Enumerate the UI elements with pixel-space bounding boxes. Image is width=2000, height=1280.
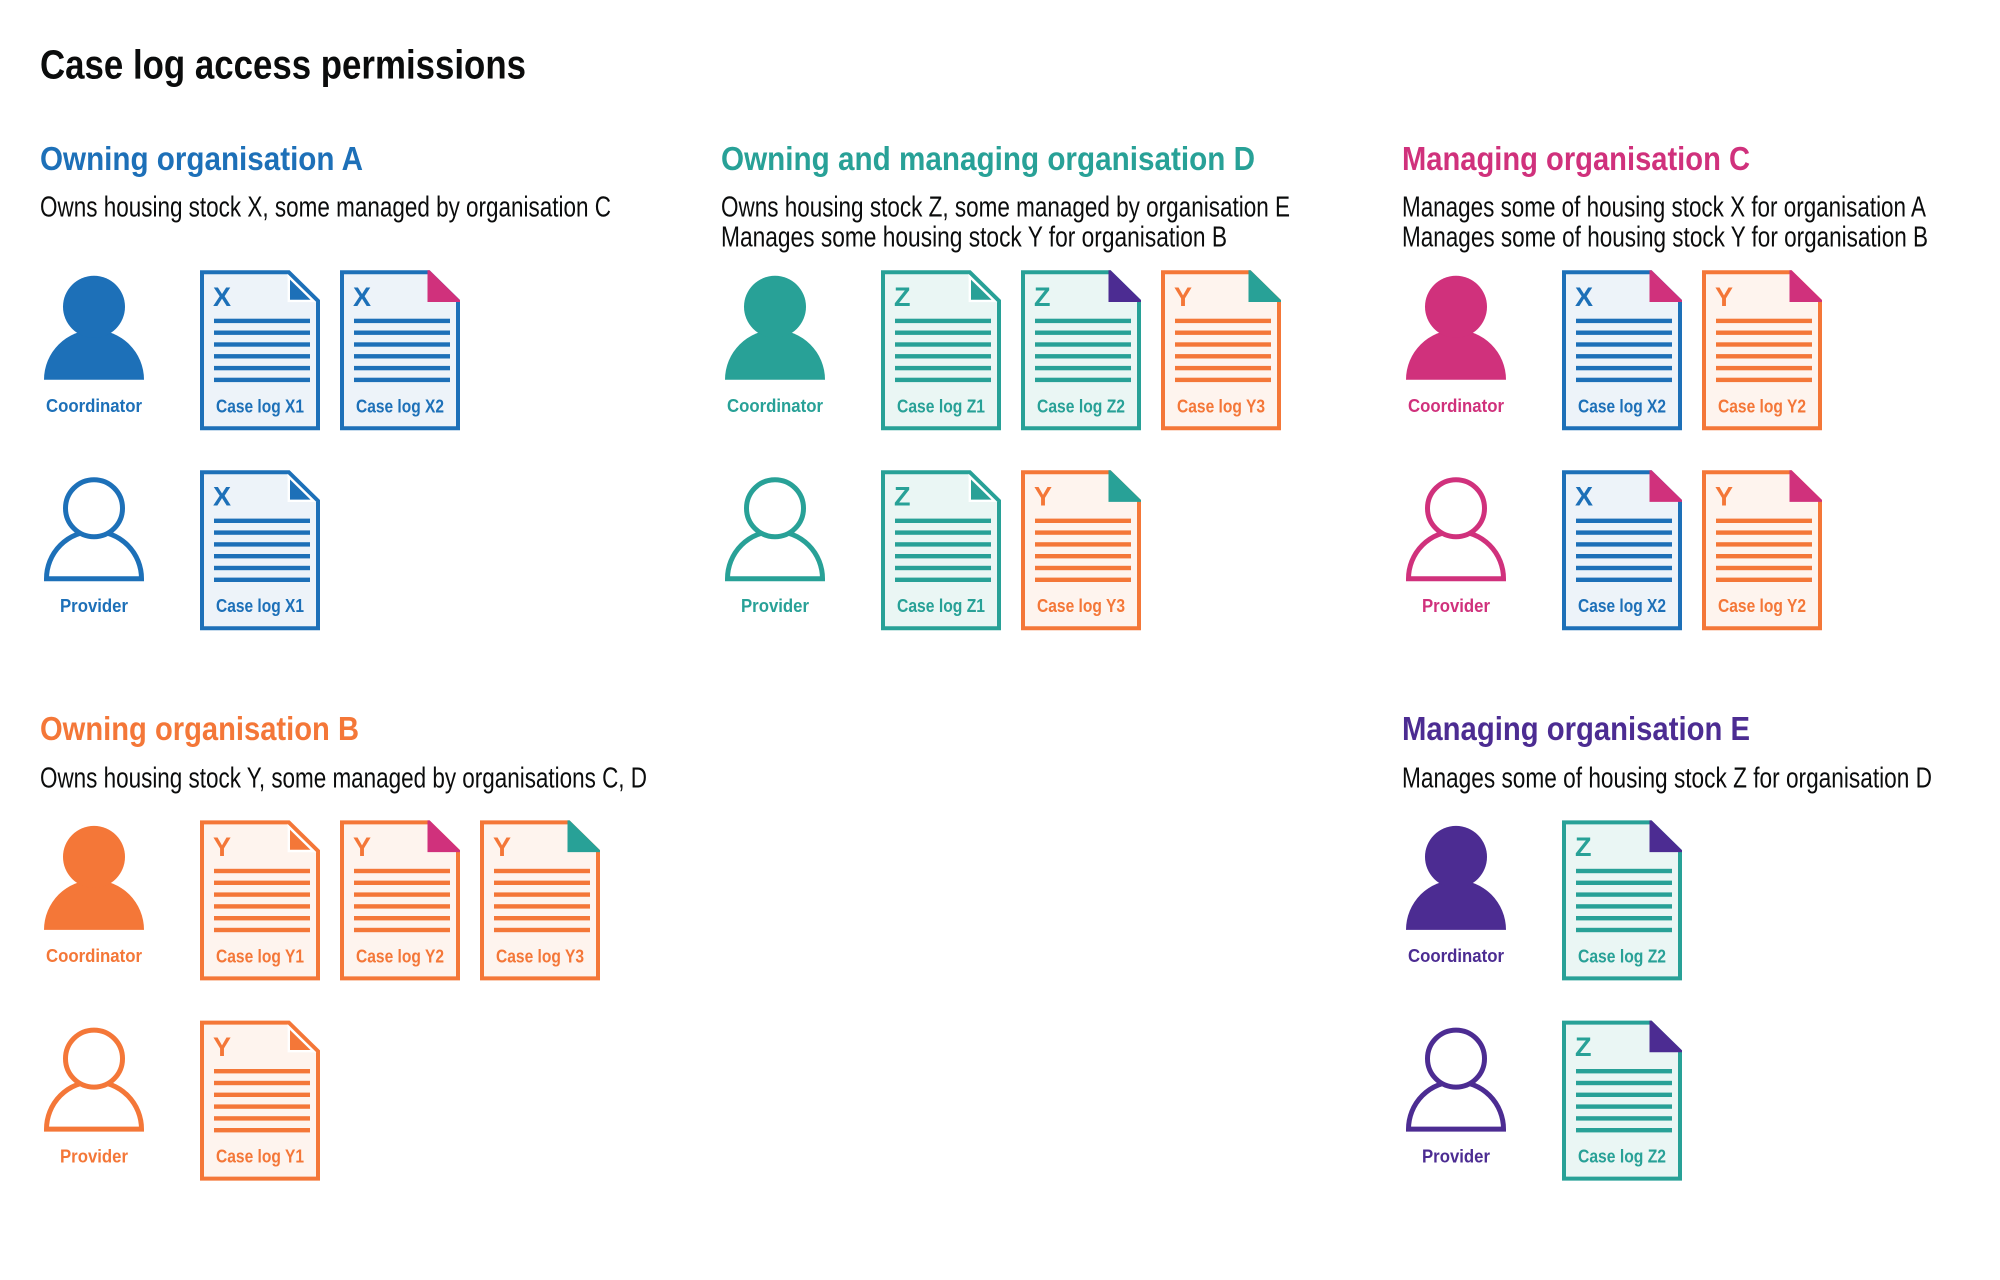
svg-text:Y: Y xyxy=(1715,282,1733,312)
svg-text:Case log access permissions: Case log access permissions xyxy=(40,41,526,87)
svg-text:Y: Y xyxy=(1715,482,1733,512)
svg-text:Case log Y2: Case log Y2 xyxy=(356,945,444,966)
svg-text:Z: Z xyxy=(1034,282,1051,312)
svg-text:Provider: Provider xyxy=(1422,595,1490,616)
svg-text:Owns housing stock Y, some man: Owns housing stock Y, some managed by or… xyxy=(40,763,647,795)
svg-text:Case log Y3: Case log Y3 xyxy=(496,945,584,966)
svg-text:Z: Z xyxy=(1575,1032,1592,1062)
svg-text:Owning and managing organisati: Owning and managing organisation D xyxy=(721,140,1255,177)
svg-text:X: X xyxy=(1575,482,1593,512)
svg-text:Case log Y2: Case log Y2 xyxy=(1718,595,1806,616)
svg-text:Case log X1: Case log X1 xyxy=(216,395,304,416)
svg-text:Coordinator: Coordinator xyxy=(46,945,142,966)
svg-text:Y: Y xyxy=(1174,282,1192,312)
svg-text:Y: Y xyxy=(213,832,231,862)
svg-text:Case log Z2: Case log Z2 xyxy=(1578,1146,1666,1167)
svg-text:X: X xyxy=(353,282,371,312)
svg-text:X: X xyxy=(213,282,231,312)
svg-text:Provider: Provider xyxy=(60,1145,128,1166)
svg-text:X: X xyxy=(1575,282,1593,312)
svg-text:Manages some housing stock Y f: Manages some housing stock Y for organis… xyxy=(721,222,1227,254)
svg-text:Owns housing stock Z, some man: Owns housing stock Z, some managed by or… xyxy=(721,192,1290,224)
svg-text:Y: Y xyxy=(213,1032,231,1062)
svg-text:Case log Z2: Case log Z2 xyxy=(1037,395,1125,416)
svg-text:Z: Z xyxy=(1575,832,1592,862)
svg-text:Case log X1: Case log X1 xyxy=(216,595,304,616)
svg-text:Case log Y2: Case log Y2 xyxy=(1718,395,1806,416)
svg-text:Case log Y1: Case log Y1 xyxy=(216,1146,304,1167)
svg-text:Y: Y xyxy=(493,832,511,862)
svg-text:Provider: Provider xyxy=(1422,1145,1490,1166)
svg-text:Case log Y3: Case log Y3 xyxy=(1037,595,1125,616)
svg-text:Manages some of housing stock: Manages some of housing stock Y for orga… xyxy=(1402,222,1928,254)
svg-text:Managing organisation E: Managing organisation E xyxy=(1402,710,1750,747)
svg-text:X: X xyxy=(213,482,231,512)
svg-text:Coordinator: Coordinator xyxy=(1408,945,1504,966)
svg-text:Case log Y3: Case log Y3 xyxy=(1177,395,1265,416)
svg-text:Coordinator: Coordinator xyxy=(1408,395,1504,416)
svg-text:Z: Z xyxy=(894,282,911,312)
svg-text:Z: Z xyxy=(894,482,911,512)
svg-text:Case log X2: Case log X2 xyxy=(1578,395,1666,416)
svg-text:Coordinator: Coordinator xyxy=(727,395,823,416)
svg-text:Y: Y xyxy=(353,832,371,862)
svg-text:Y: Y xyxy=(1034,482,1052,512)
svg-text:Owning organisation B: Owning organisation B xyxy=(40,710,359,747)
svg-text:Manages some of housing stock: Manages some of housing stock X for orga… xyxy=(1402,192,1927,224)
svg-text:Managing organisation C: Managing organisation C xyxy=(1402,140,1750,177)
svg-text:Coordinator: Coordinator xyxy=(46,395,142,416)
svg-text:Case log Z1: Case log Z1 xyxy=(897,395,985,416)
svg-text:Owns housing stock X, some man: Owns housing stock X, some managed by or… xyxy=(40,192,611,224)
svg-text:Case log Y1: Case log Y1 xyxy=(216,945,304,966)
svg-text:Provider: Provider xyxy=(741,595,809,616)
svg-text:Provider: Provider xyxy=(60,595,128,616)
svg-text:Manages some of housing stock: Manages some of housing stock Z for orga… xyxy=(1402,763,1932,795)
svg-text:Case log X2: Case log X2 xyxy=(356,395,444,416)
svg-text:Case log X2: Case log X2 xyxy=(1578,595,1666,616)
svg-text:Owning organisation A: Owning organisation A xyxy=(40,140,363,177)
svg-text:Case log Z1: Case log Z1 xyxy=(897,595,985,616)
svg-text:Case log Z2: Case log Z2 xyxy=(1578,945,1666,966)
